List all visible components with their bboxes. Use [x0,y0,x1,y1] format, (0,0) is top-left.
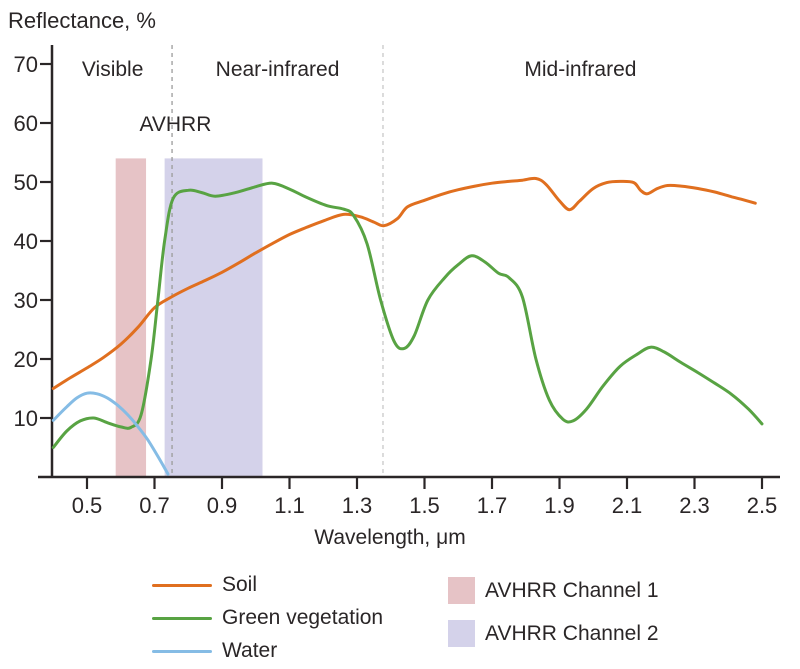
x-axis-title: Wavelength, μm [314,526,466,549]
water-line-swatch [152,649,212,653]
legend-item-avhrr-channel-2: AVHRR Channel 2 [448,620,659,647]
x-tick-label: 2.1 [612,493,643,518]
y-tick-label: 10 [14,406,38,431]
x-tick-label: 1.3 [342,493,373,518]
y-tick-label: 40 [14,229,38,254]
region-label-visible: Visible [82,58,143,81]
avhrr-channel-1-swatch [448,577,475,604]
legend-label-soil: Soil [222,573,258,596]
band-legend: AVHRR Channel 1 AVHRR Channel 2 [448,577,659,663]
legend-item-soil: Soil [152,572,383,598]
y-tick-label: 50 [14,170,38,195]
legend-label-avhrr-channel-2: AVHRR Channel 2 [485,621,659,645]
region-label-mid-infrared: Mid-infrared [524,58,636,81]
legend-item-avhrr-channel-1: AVHRR Channel 1 [448,577,659,604]
y-tick-label: 70 [14,52,38,77]
x-tick-label: 0.7 [139,493,170,518]
x-tick-label: 1.1 [274,493,305,518]
legend-label-green-vegetation: Green vegetation [222,606,384,629]
x-tick-label: 2.5 [747,493,778,518]
green-vegetation-line-swatch [152,616,212,620]
y-tick-label: 20 [14,347,38,372]
region-label-near-infrared: Near-infrared [216,58,340,81]
avhrr-channel-1-band [115,158,147,477]
green-vegetation-curve [51,181,764,449]
avhrr-channel-2-band [164,158,263,477]
x-tick-label: 1.7 [477,493,508,518]
legend-label-avhrr-channel-1: AVHRR Channel 1 [485,578,659,602]
x-tick-label: 0.9 [207,493,238,518]
x-tick-label: 1.5 [409,493,440,518]
y-tick-label: 30 [14,288,38,313]
x-tick-label: 1.9 [544,493,575,518]
soil-line-swatch [152,583,212,587]
legend-label-water: Water [222,639,278,662]
series-legend: Soil Green vegetation Water [152,572,383,669]
x-tick-label: 2.3 [679,493,710,518]
y-axis-title: Reflectance, % [8,8,156,33]
x-tick-label: 0.5 [72,493,103,518]
soil-curve [51,176,757,390]
avhrr-channel-2-swatch [448,620,475,647]
water-curve [51,391,170,476]
avhrr-annotation: AVHRR [139,113,211,136]
legend-item-green-vegetation: Green vegetation [152,605,383,631]
legend-item-water: Water [152,638,383,664]
y-tick-label: 60 [14,111,38,136]
